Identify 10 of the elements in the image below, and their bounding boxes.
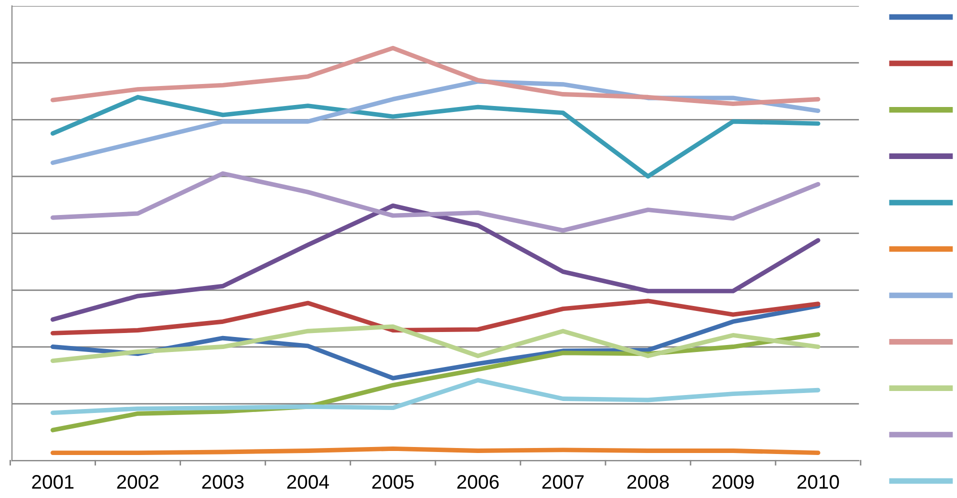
x-tick-label: 2009 <box>712 475 754 489</box>
x-tick-label: 2010 <box>797 475 839 489</box>
x-tick-label: 2002 <box>117 475 158 489</box>
x-tick-label: 2005 <box>372 475 414 489</box>
x-tick-label: 2001 <box>32 475 74 489</box>
x-tick-label: 2007 <box>542 475 584 489</box>
x-tick-label: 2004 <box>287 475 329 489</box>
x-tick-label: 2006 <box>457 475 499 489</box>
x-tick-label: 2008 <box>627 475 669 489</box>
x-tick-label: 2003 <box>202 475 244 489</box>
